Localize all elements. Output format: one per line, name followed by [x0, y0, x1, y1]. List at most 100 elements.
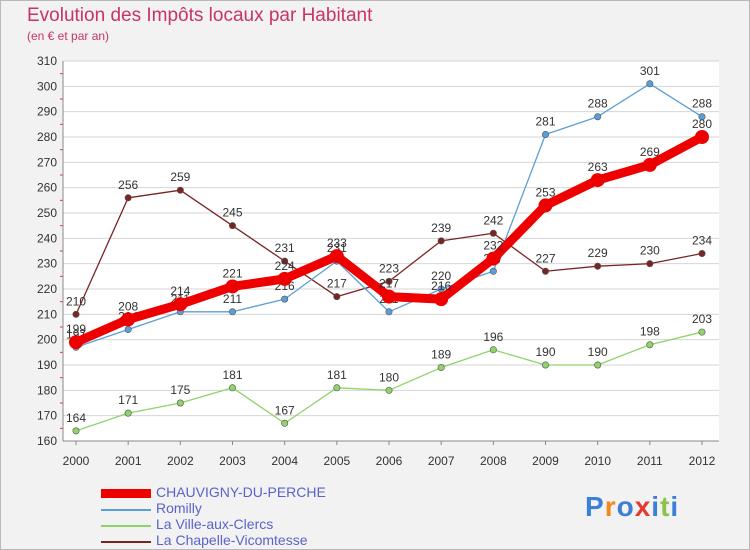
chart-subtitle: (en € et par an)	[27, 29, 110, 43]
data-point-la-ville-aux-clercs	[698, 328, 706, 336]
data-label-romilly: 281	[535, 114, 555, 128]
data-label-la-chapelle-vicomtesse: 245	[222, 206, 242, 220]
data-label-romilly: 211	[223, 292, 242, 306]
data-label-chauvigny-du-perche: 253	[535, 185, 555, 199]
data-point-la-chapelle-vicomtesse	[437, 237, 445, 245]
data-point-la-ville-aux-clercs	[176, 399, 184, 407]
y-tick-label: 270	[37, 155, 57, 169]
y-tick-label: 240	[37, 231, 57, 245]
data-label-romilly: 301	[640, 64, 660, 78]
data-point-la-ville-aux-clercs	[124, 409, 132, 417]
data-label-romilly: 288	[588, 97, 608, 111]
y-tick-label: 160	[37, 434, 57, 448]
y-tick-label: 190	[37, 358, 57, 372]
data-point-chauvigny-du-perche	[225, 279, 240, 294]
x-tick-label: 2006	[376, 454, 403, 468]
data-label-la-ville-aux-clercs: 190	[535, 345, 555, 359]
legend-label: CHAUVIGNY-DU-PERCHE	[156, 484, 326, 500]
data-point-chauvigny-du-perche	[590, 173, 605, 188]
x-tick-label: 2005	[323, 454, 350, 468]
x-tick-label: 2009	[532, 454, 559, 468]
data-point-la-chapelle-vicomtesse	[489, 229, 497, 237]
x-tick-label: 2002	[167, 454, 194, 468]
data-label-la-ville-aux-clercs: 198	[640, 325, 660, 339]
data-label-la-ville-aux-clercs: 181	[222, 368, 242, 382]
data-label-la-ville-aux-clercs: 196	[483, 330, 503, 344]
data-point-la-chapelle-vicomtesse	[281, 257, 289, 265]
data-label-chauvigny-du-perche: 280	[692, 117, 712, 131]
data-point-chauvigny-du-perche	[69, 335, 83, 350]
data-point-chauvigny-du-perche	[173, 297, 188, 312]
data-label-la-chapelle-vicomtesse: 229	[588, 246, 608, 260]
data-label-chauvigny-du-perche: 263	[588, 160, 608, 174]
data-point-la-ville-aux-clercs	[281, 419, 289, 427]
data-label-chauvigny-du-perche: 199	[66, 322, 86, 336]
data-point-la-ville-aux-clercs	[229, 384, 237, 392]
data-label-la-ville-aux-clercs: 180	[379, 370, 399, 384]
data-point-la-chapelle-vicomtesse	[229, 222, 237, 230]
data-point-la-ville-aux-clercs	[646, 341, 654, 349]
data-point-la-chapelle-vicomtesse	[594, 262, 602, 270]
data-point-la-chapelle-vicomtesse	[124, 194, 132, 202]
data-point-chauvigny-du-perche	[277, 271, 292, 286]
data-point-la-chapelle-vicomtesse	[541, 267, 549, 275]
data-label-romilly: 288	[692, 97, 712, 111]
data-point-la-chapelle-vicomtesse	[385, 277, 393, 285]
y-tick-label: 170	[37, 409, 57, 423]
data-label-la-ville-aux-clercs: 203	[692, 312, 712, 326]
data-point-chauvigny-du-perche	[642, 157, 657, 172]
data-label-chauvigny-du-perche: 208	[118, 299, 138, 313]
data-label-chauvigny-du-perche: 233	[327, 236, 347, 250]
x-tick-label: 2007	[428, 454, 455, 468]
legend-swatch	[101, 541, 151, 543]
logo-letter: P	[585, 491, 605, 522]
data-label-chauvigny-du-perche: 216	[431, 279, 451, 293]
data-label-la-ville-aux-clercs: 190	[588, 345, 608, 359]
data-label-la-chapelle-vicomtesse: 231	[275, 241, 295, 255]
data-point-romilly	[698, 113, 706, 121]
data-point-romilly	[594, 113, 602, 121]
data-label-la-ville-aux-clercs: 189	[431, 348, 451, 362]
data-point-la-ville-aux-clercs	[437, 364, 445, 372]
y-tick-label: 200	[37, 333, 57, 347]
data-point-chauvigny-du-perche	[538, 198, 553, 213]
y-tick-label: 290	[37, 105, 57, 119]
y-tick-label: 310	[37, 54, 57, 68]
legend-label: Romilly	[156, 500, 202, 516]
data-label-romilly: 220	[431, 269, 451, 283]
data-point-romilly	[281, 295, 289, 303]
data-point-chauvigny-du-perche	[382, 289, 396, 304]
data-label-la-chapelle-vicomtesse: 259	[170, 170, 190, 184]
data-label-chauvigny-du-perche: 269	[640, 145, 660, 159]
logo-letter: o	[616, 491, 635, 522]
data-point-la-ville-aux-clercs	[333, 384, 341, 392]
x-tick-label: 2000	[63, 454, 90, 468]
legend-swatch	[101, 509, 151, 511]
data-point-romilly	[124, 326, 132, 334]
y-tick-label: 210	[37, 307, 57, 321]
data-point-la-ville-aux-clercs	[385, 386, 393, 394]
logo-letter: r	[604, 491, 617, 522]
legend-swatch	[101, 489, 151, 498]
data-point-romilly	[489, 267, 497, 275]
y-tick-label: 230	[37, 257, 57, 271]
data-point-la-chapelle-vicomtesse	[698, 250, 706, 258]
data-label-la-chapelle-vicomtesse: 210	[66, 294, 86, 308]
data-label-la-chapelle-vicomtesse: 239	[431, 221, 451, 235]
data-point-la-chapelle-vicomtesse	[646, 260, 654, 268]
data-point-chauvigny-du-perche	[121, 312, 136, 327]
data-label-la-ville-aux-clercs: 181	[327, 368, 347, 382]
chart-title: Evolution des Impôts locaux par Habitant	[27, 5, 373, 26]
data-point-chauvigny-du-perche	[486, 251, 501, 266]
data-label-la-chapelle-vicomtesse: 242	[483, 213, 503, 227]
x-tick-label: 2003	[219, 454, 246, 468]
data-label-la-chapelle-vicomtesse: 256	[118, 178, 138, 192]
x-tick-label: 2008	[480, 454, 507, 468]
data-point-chauvigny-du-perche	[329, 249, 344, 264]
x-tick-label: 2004	[271, 454, 298, 468]
x-tick-label: 2001	[115, 454, 142, 468]
data-label-la-chapelle-vicomtesse: 234	[692, 234, 712, 248]
data-point-la-ville-aux-clercs	[594, 361, 602, 369]
data-point-chauvigny-du-perche	[434, 292, 449, 307]
